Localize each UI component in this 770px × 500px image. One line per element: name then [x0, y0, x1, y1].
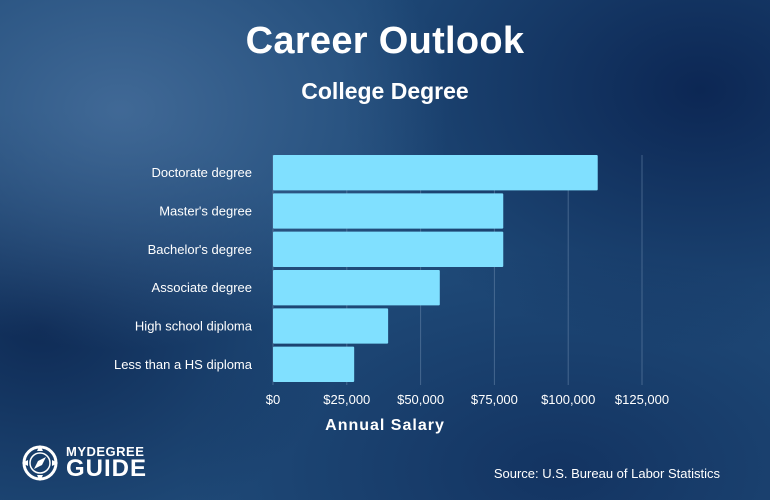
bar — [273, 231, 504, 267]
x-tick-label: $125,000 — [615, 392, 669, 407]
chart-subtitle: College Degree — [301, 78, 469, 104]
bar — [273, 346, 355, 382]
logo: MYDEGREE GUIDE — [20, 443, 160, 483]
category-label: Less than a HS diploma — [114, 357, 253, 372]
category-label: Bachelor's degree — [148, 242, 252, 257]
category-label: Doctorate degree — [152, 165, 252, 180]
x-tick-label: $100,000 — [541, 392, 595, 407]
x-tick-label: $50,000 — [397, 392, 444, 407]
bar — [273, 155, 598, 191]
logo-text-bottom: GUIDE — [66, 455, 148, 482]
bar — [273, 270, 440, 306]
category-label: Associate degree — [152, 280, 252, 295]
bar — [273, 308, 389, 344]
category-label: Master's degree — [159, 204, 252, 219]
logo-text-top: MYDEGREE — [66, 444, 145, 459]
x-tick-label: $75,000 — [471, 392, 518, 407]
x-tick-label: $0 — [266, 392, 280, 407]
chart-title: Career Outlook — [245, 20, 525, 62]
bar — [273, 193, 504, 229]
category-label: High school diploma — [135, 319, 253, 334]
compass-icon — [22, 445, 58, 481]
source-note: Source: U.S. Bureau of Labor Statistics — [493, 466, 720, 481]
x-tick-label: $25,000 — [323, 392, 370, 407]
x-axis-title: Annual Salary — [325, 417, 445, 434]
